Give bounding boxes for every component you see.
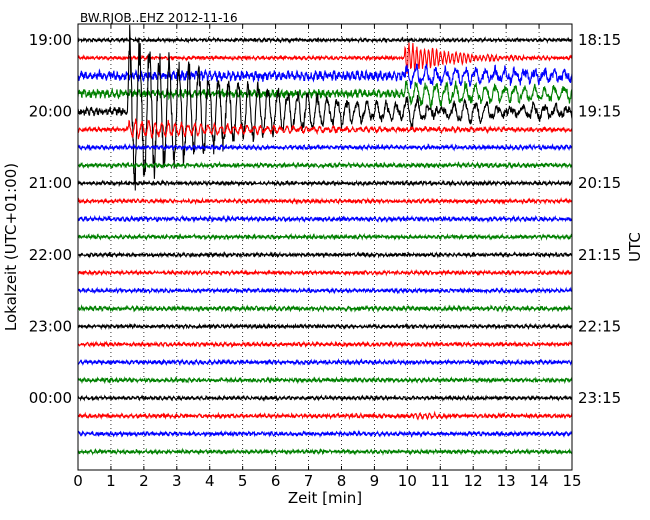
trace-line bbox=[78, 340, 572, 349]
trace-line bbox=[78, 410, 572, 421]
chart-title: BW.RJOB..EHZ 2012-11-16 bbox=[80, 11, 238, 25]
trace-line bbox=[78, 232, 572, 241]
trace-line bbox=[78, 357, 572, 367]
right-tick-label: 19:15 bbox=[578, 103, 621, 121]
left-tick-label: 19:00 bbox=[29, 31, 72, 49]
right-tick-label: 23:15 bbox=[578, 389, 621, 407]
x-tick-label: 12 bbox=[464, 472, 483, 490]
trace-line bbox=[78, 143, 572, 152]
x-tick-label: 7 bbox=[304, 472, 314, 490]
x-tick-label: 5 bbox=[238, 472, 248, 490]
trace-line bbox=[78, 24, 572, 191]
x-tick-label: 3 bbox=[172, 472, 182, 490]
x-tick-label: 6 bbox=[271, 472, 281, 490]
left-axis-label: Lokalzeit (UTC+01:00) bbox=[2, 163, 20, 331]
right-tick-label: 18:15 bbox=[578, 31, 621, 49]
trace-line bbox=[78, 429, 572, 439]
right-tick-label: 22:15 bbox=[578, 317, 621, 335]
x-tick-label: 9 bbox=[370, 472, 380, 490]
x-tick-label: 13 bbox=[497, 472, 516, 490]
trace-line bbox=[78, 36, 572, 44]
right-tick-label: 21:15 bbox=[578, 246, 621, 264]
trace-line bbox=[78, 286, 572, 295]
right-axis-label: UTC bbox=[626, 232, 644, 262]
trace-line bbox=[78, 322, 572, 331]
trace-line bbox=[78, 394, 572, 402]
left-tick-label: 00:00 bbox=[29, 389, 72, 407]
trace-line bbox=[78, 118, 572, 140]
trace-line bbox=[78, 304, 572, 313]
x-tick-label: 2 bbox=[139, 472, 149, 490]
x-tick-label: 8 bbox=[337, 472, 347, 490]
axis-ticks: 0 1 2 3 4 5 6 7 8 9 10 11 12 13 14 1519:0020:0021:0022:… bbox=[29, 24, 621, 490]
trace-line bbox=[78, 196, 572, 206]
x-tick-label: 11 bbox=[431, 472, 450, 490]
x-tick-label: 4 bbox=[205, 472, 215, 490]
x-tick-label: 15 bbox=[562, 472, 581, 490]
left-tick-label: 23:00 bbox=[29, 317, 72, 335]
x-tick-label: 14 bbox=[530, 472, 549, 490]
traces bbox=[78, 24, 572, 456]
x-tick-label: 0 bbox=[73, 472, 83, 490]
trace-line bbox=[78, 160, 572, 170]
x-tick-label: 10 bbox=[398, 472, 417, 490]
trace-line bbox=[78, 250, 572, 259]
plot-frame bbox=[77, 23, 573, 471]
right-tick-label: 20:15 bbox=[578, 174, 621, 192]
trace-line bbox=[78, 376, 572, 385]
left-tick-label: 21:00 bbox=[29, 174, 72, 192]
left-tick-label: 20:00 bbox=[29, 103, 72, 121]
trace-line bbox=[78, 447, 572, 456]
trace-line bbox=[78, 179, 572, 188]
trace-line bbox=[78, 80, 572, 109]
trace-line bbox=[78, 268, 572, 277]
x-tick-label: 1 bbox=[106, 472, 116, 490]
x-axis-label: Zeit [min] bbox=[288, 489, 362, 507]
left-tick-label: 22:00 bbox=[29, 246, 72, 264]
trace-line bbox=[78, 214, 572, 224]
